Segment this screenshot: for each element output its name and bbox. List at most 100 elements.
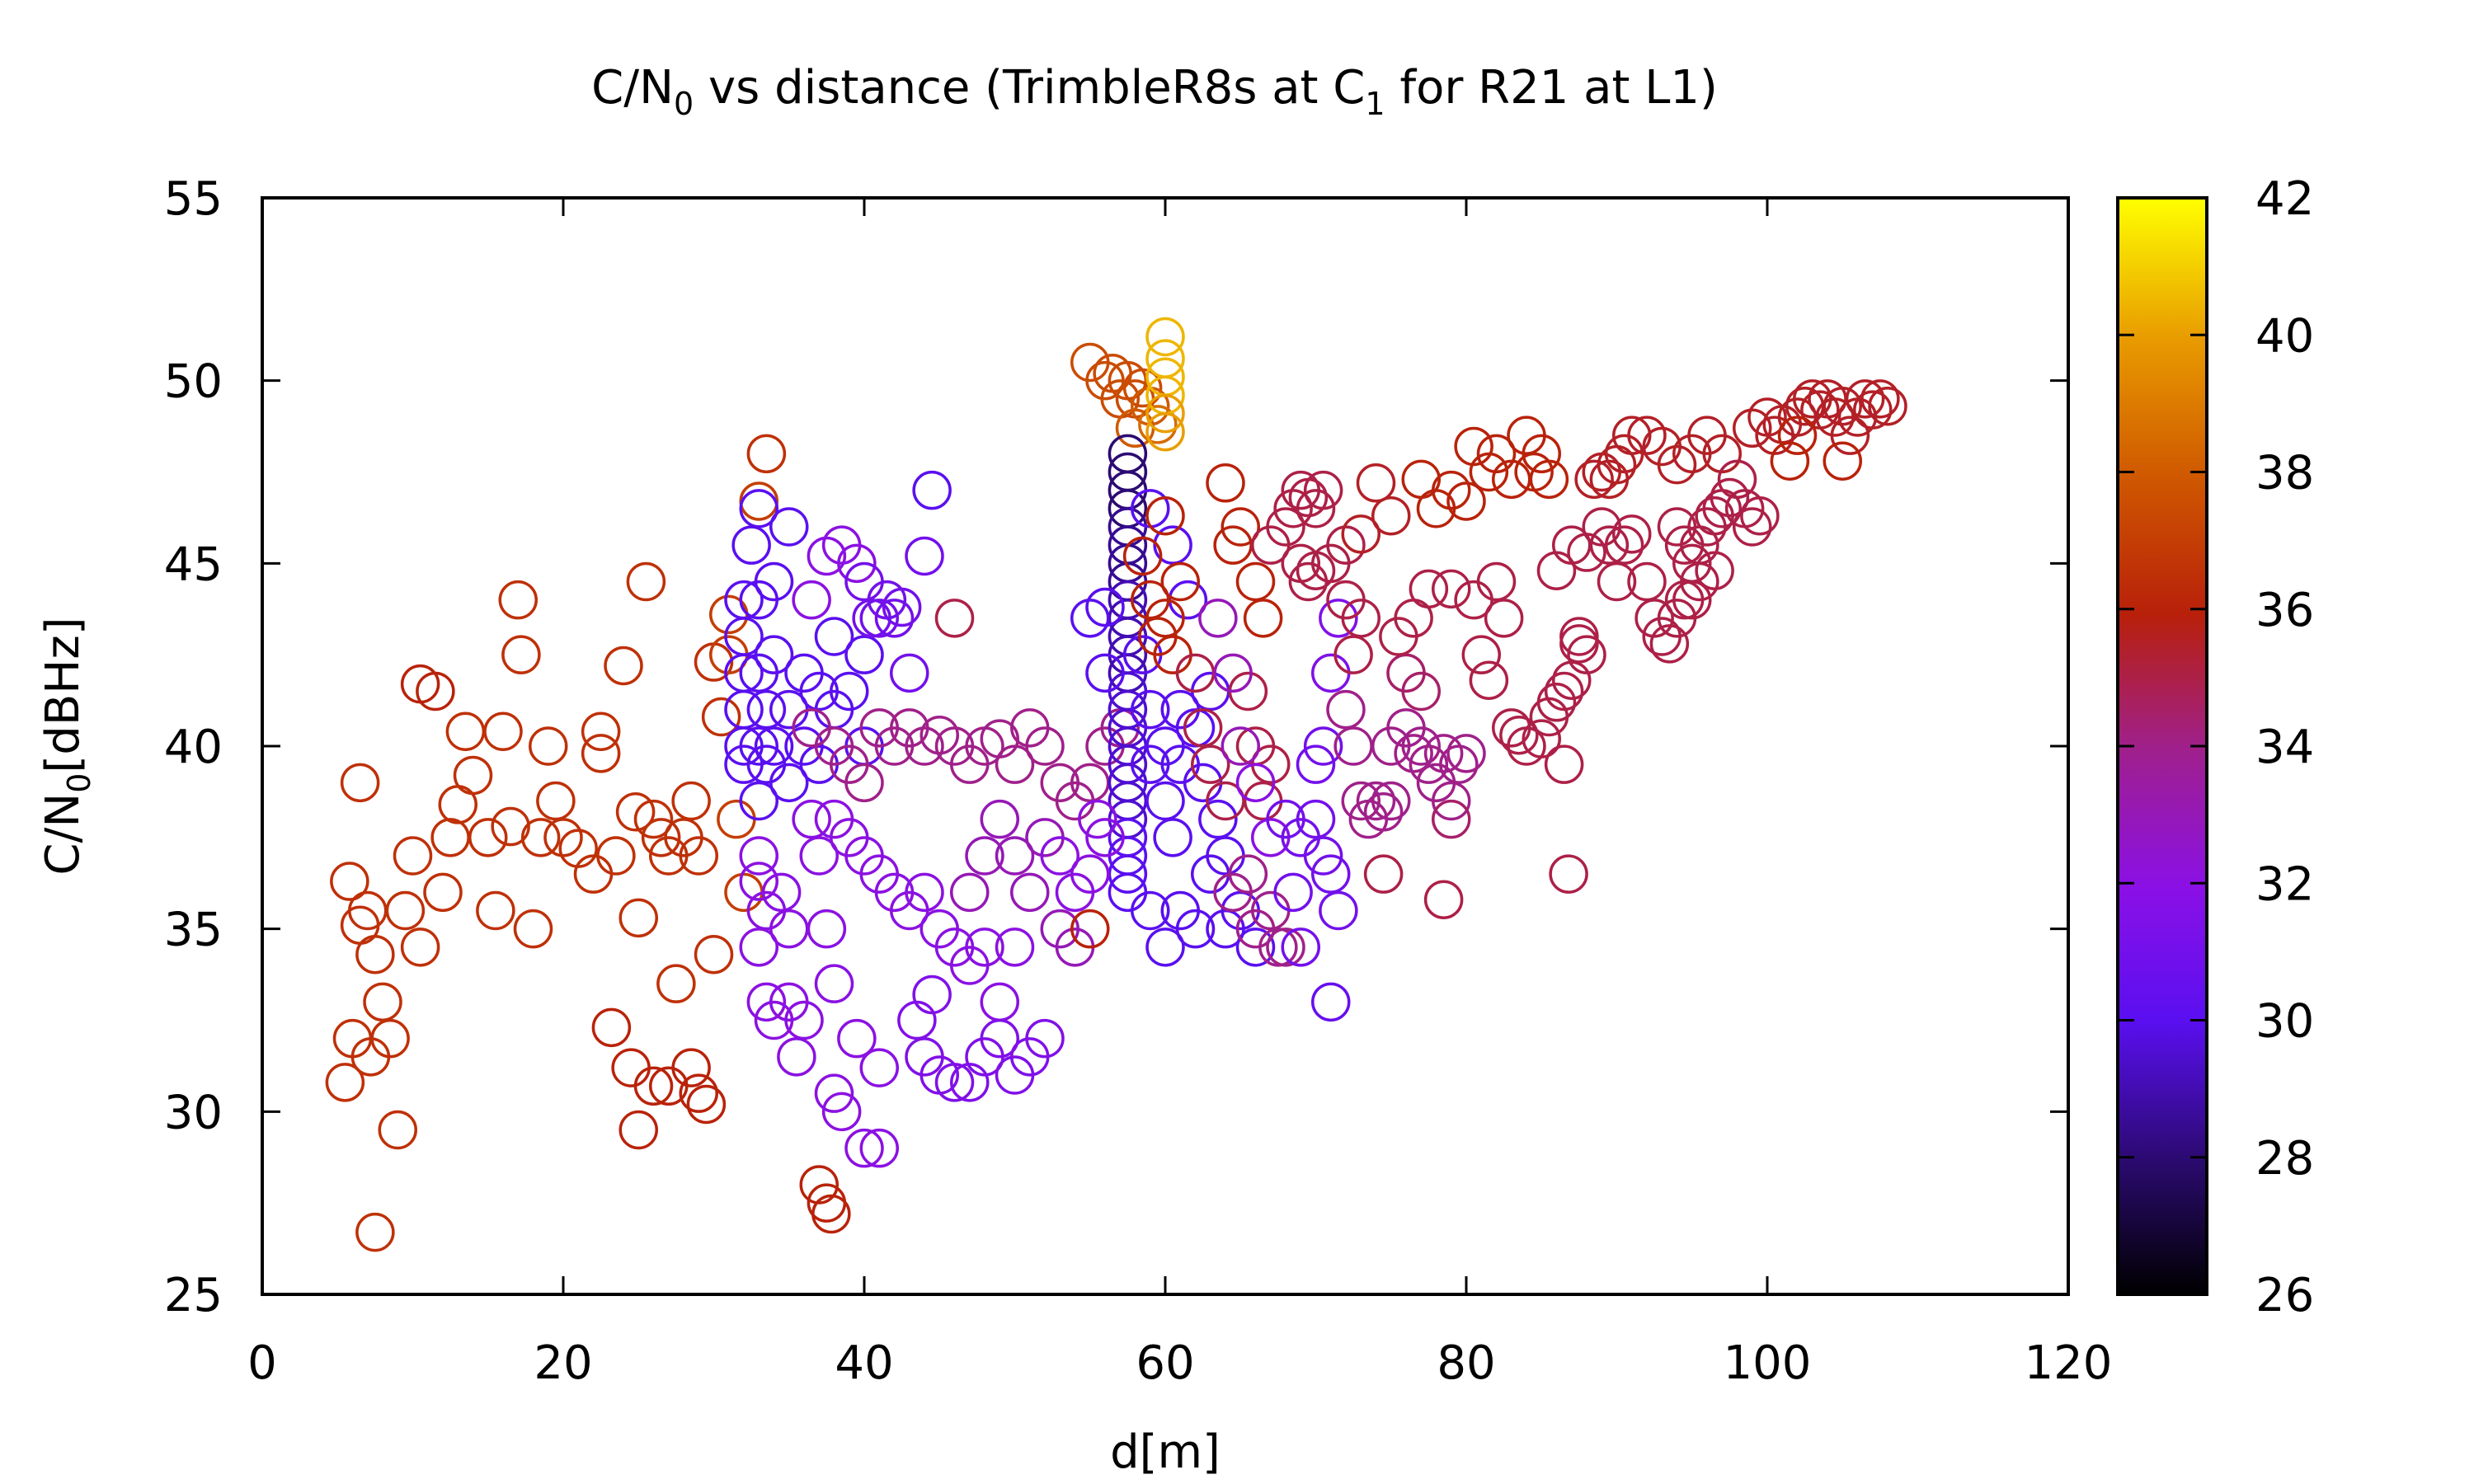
data-point (1341, 514, 1380, 554)
data-point (416, 671, 455, 711)
data-point (581, 711, 621, 752)
data-point (1409, 569, 1449, 609)
data-point (423, 872, 463, 913)
data-point (1356, 463, 1396, 503)
data-point (1122, 536, 1163, 576)
x-tick-label: 80 (1437, 1336, 1495, 1390)
data-point (897, 1000, 937, 1040)
data-point (1296, 489, 1336, 528)
data-point (1432, 799, 1471, 839)
x-tick-label: 100 (1724, 1336, 1812, 1390)
data-point (1446, 481, 1486, 521)
data-point (965, 836, 1004, 876)
data-point (1243, 599, 1283, 638)
data-point (1296, 799, 1336, 839)
data-point (980, 799, 1019, 839)
data-point (912, 470, 952, 510)
data-point (746, 434, 787, 474)
data-point (814, 617, 854, 656)
data-point (1131, 890, 1170, 931)
data-point (385, 890, 426, 931)
data-point (1131, 689, 1170, 730)
data-point (1627, 416, 1667, 455)
data-point (1235, 561, 1276, 602)
y-tick-label: 40 (164, 721, 223, 774)
data-point (784, 1000, 824, 1040)
data-point (1213, 653, 1253, 693)
data-point (520, 818, 561, 857)
data-point (1529, 459, 1569, 500)
data-point (1680, 561, 1719, 602)
data-point (1371, 495, 1411, 536)
data-point (1273, 489, 1313, 528)
data-point (1311, 653, 1351, 693)
data-point (739, 726, 778, 766)
plot-frame (261, 196, 2070, 1296)
data-point (995, 836, 1035, 876)
data-point (1363, 854, 1404, 894)
data-point (814, 1073, 854, 1113)
data-point (1198, 599, 1238, 638)
y-tick-label: 35 (164, 904, 223, 957)
data-point (1454, 426, 1493, 467)
data-point (1823, 386, 1862, 426)
data-point (1303, 470, 1343, 510)
data-point (1439, 744, 1479, 784)
data-point (679, 1073, 718, 1113)
data-point (1860, 379, 1900, 419)
data-point (393, 836, 433, 876)
colorbar-tick-label: 26 (2255, 1269, 2314, 1322)
data-point (1432, 781, 1471, 821)
data-point (844, 635, 884, 674)
data-point (724, 580, 764, 620)
colorbar-tick-label: 28 (2255, 1132, 2314, 1186)
data-point (739, 836, 778, 876)
data-point (807, 909, 847, 949)
data-point (1597, 561, 1637, 602)
data-point (1175, 909, 1216, 949)
data-point (890, 653, 929, 693)
data-point (882, 587, 922, 627)
data-point (1567, 635, 1606, 674)
data-point (1559, 624, 1599, 664)
data-point (1145, 599, 1185, 638)
data-point (1258, 928, 1298, 967)
data-point (1311, 982, 1351, 1022)
data-point (934, 1063, 975, 1102)
data-point (671, 1048, 711, 1087)
y-tick-label: 25 (164, 1269, 223, 1322)
colorbar-tick-label: 42 (2255, 172, 2314, 226)
data-point (724, 689, 764, 730)
data-point (1446, 734, 1486, 773)
data-point (1025, 726, 1065, 766)
data-point (1868, 386, 1907, 426)
data-point (746, 689, 787, 730)
data-point (1657, 444, 1697, 485)
data-point (1409, 744, 1449, 784)
data-point (1672, 580, 1712, 620)
data-point (1198, 799, 1238, 839)
data-point (1845, 379, 1885, 419)
colorbar-tick-label: 38 (2255, 447, 2314, 500)
data-point (739, 781, 778, 821)
data-point (1221, 507, 1260, 547)
data-point (905, 872, 944, 913)
data-point (529, 726, 568, 766)
x-tick-label: 60 (1136, 1336, 1194, 1390)
colorbar-tick-label: 30 (2255, 995, 2314, 1049)
data-point (513, 909, 553, 949)
data-point (859, 1128, 899, 1168)
data-point (1627, 561, 1667, 602)
data-point (1085, 653, 1125, 693)
data-point (1145, 317, 1185, 357)
data-point (1522, 434, 1561, 474)
data-point (1319, 890, 1358, 931)
data-point (1529, 697, 1569, 737)
data-point (1544, 671, 1584, 711)
data-point (807, 536, 847, 576)
data-point (1025, 1018, 1065, 1059)
data-point (844, 1128, 884, 1168)
data-point (995, 744, 1035, 784)
data-point (1010, 872, 1050, 913)
